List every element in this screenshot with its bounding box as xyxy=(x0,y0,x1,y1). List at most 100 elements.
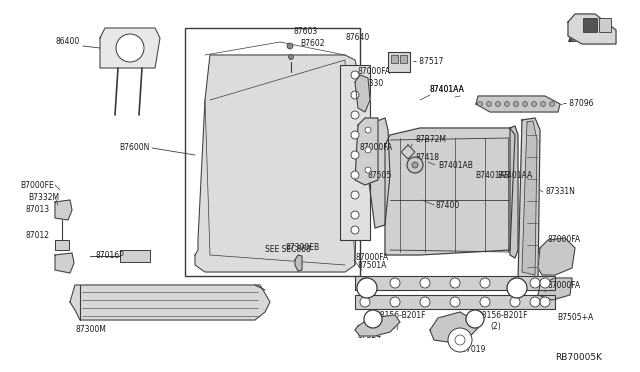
Bar xyxy=(583,18,597,32)
Text: B7000FE: B7000FE xyxy=(20,180,54,189)
Bar xyxy=(391,55,398,63)
Circle shape xyxy=(477,102,483,106)
Text: B: B xyxy=(515,285,520,291)
Polygon shape xyxy=(368,118,390,228)
Text: 87603: 87603 xyxy=(293,28,317,36)
Text: B: B xyxy=(365,285,369,291)
Circle shape xyxy=(510,278,520,288)
Bar xyxy=(599,18,611,32)
Circle shape xyxy=(480,297,490,307)
Text: 87400: 87400 xyxy=(436,201,460,209)
Text: 87300M: 87300M xyxy=(75,326,106,334)
Text: 87013: 87013 xyxy=(25,205,49,215)
Text: 86400: 86400 xyxy=(55,38,79,46)
Text: 87000FA: 87000FA xyxy=(360,144,393,153)
Bar xyxy=(185,28,360,276)
Text: – 87096: – 87096 xyxy=(563,99,593,109)
Text: (4): (4) xyxy=(388,321,399,330)
Text: 87300EB: 87300EB xyxy=(285,244,319,253)
Text: 87000FA: 87000FA xyxy=(548,280,581,289)
Circle shape xyxy=(420,278,430,288)
Polygon shape xyxy=(430,312,478,342)
Circle shape xyxy=(351,91,359,99)
Text: 87401AA: 87401AA xyxy=(430,86,465,94)
Circle shape xyxy=(530,297,540,307)
Circle shape xyxy=(289,55,294,60)
Polygon shape xyxy=(100,28,160,68)
Circle shape xyxy=(351,131,359,139)
Circle shape xyxy=(407,157,423,173)
Text: 87505: 87505 xyxy=(368,170,392,180)
Bar xyxy=(55,240,69,250)
Polygon shape xyxy=(55,200,72,220)
Circle shape xyxy=(450,278,460,288)
Circle shape xyxy=(351,151,359,159)
Text: (2): (2) xyxy=(490,321,500,330)
Text: 87000FA: 87000FA xyxy=(358,67,391,77)
Polygon shape xyxy=(510,126,518,258)
Polygon shape xyxy=(568,14,616,44)
Circle shape xyxy=(450,297,460,307)
Circle shape xyxy=(351,111,359,119)
Circle shape xyxy=(420,297,430,307)
Text: B7602: B7602 xyxy=(300,39,324,48)
Text: 87000FA: 87000FA xyxy=(355,253,388,262)
Text: – 87019: – 87019 xyxy=(455,346,485,355)
Polygon shape xyxy=(538,238,575,275)
Circle shape xyxy=(480,278,490,288)
Text: B: B xyxy=(472,316,477,322)
Bar xyxy=(340,65,370,240)
Circle shape xyxy=(365,147,371,153)
Circle shape xyxy=(448,328,472,352)
Text: B7401AA: B7401AA xyxy=(497,170,532,180)
Text: 87331N: 87331N xyxy=(545,187,575,196)
Polygon shape xyxy=(522,121,537,275)
Polygon shape xyxy=(476,96,560,112)
Text: B7600N: B7600N xyxy=(120,144,150,153)
Text: B7332M: B7332M xyxy=(28,192,59,202)
Text: 08156-B201F: 08156-B201F xyxy=(478,311,529,321)
Circle shape xyxy=(504,102,509,106)
Circle shape xyxy=(513,102,518,106)
Circle shape xyxy=(390,278,400,288)
Circle shape xyxy=(466,310,484,328)
Text: 87012: 87012 xyxy=(25,231,49,240)
Bar xyxy=(355,276,555,290)
Polygon shape xyxy=(295,255,302,271)
Text: SEE SEC868: SEE SEC868 xyxy=(265,246,311,254)
Bar xyxy=(400,55,407,63)
Text: 87330: 87330 xyxy=(360,80,384,89)
Text: 87B72M: 87B72M xyxy=(415,135,446,144)
Text: – 87517: – 87517 xyxy=(413,58,444,67)
Text: RB70005K: RB70005K xyxy=(555,353,602,362)
Circle shape xyxy=(541,102,545,106)
Circle shape xyxy=(287,43,293,49)
Circle shape xyxy=(495,102,500,106)
Text: 87640: 87640 xyxy=(345,33,369,42)
Circle shape xyxy=(351,71,359,79)
Circle shape xyxy=(360,278,370,288)
Circle shape xyxy=(412,162,418,168)
Text: 87324: 87324 xyxy=(358,330,382,340)
Circle shape xyxy=(365,167,371,173)
Polygon shape xyxy=(538,278,572,300)
Circle shape xyxy=(116,34,144,62)
Bar xyxy=(355,295,555,309)
Circle shape xyxy=(507,278,527,298)
Circle shape xyxy=(351,171,359,179)
Circle shape xyxy=(351,226,359,234)
Polygon shape xyxy=(355,75,370,112)
Polygon shape xyxy=(385,128,515,255)
Bar xyxy=(388,52,410,72)
Polygon shape xyxy=(518,118,540,285)
Polygon shape xyxy=(401,145,415,159)
Circle shape xyxy=(486,102,492,106)
Circle shape xyxy=(351,191,359,199)
Circle shape xyxy=(357,278,377,298)
Circle shape xyxy=(365,127,371,133)
Polygon shape xyxy=(355,118,378,185)
Circle shape xyxy=(530,278,540,288)
Circle shape xyxy=(510,297,520,307)
Text: B7401AB: B7401AB xyxy=(475,170,510,180)
Polygon shape xyxy=(70,285,270,320)
